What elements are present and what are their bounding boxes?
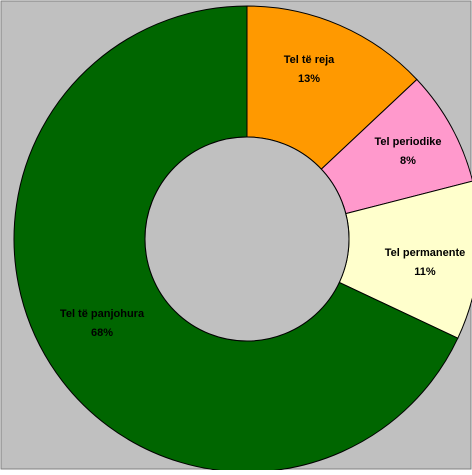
slice-category-label-4: Tel të panjohura [60, 308, 145, 320]
slice-category-label-3: Tel permanente [385, 247, 466, 259]
slice-value-label-2: 8% [400, 155, 416, 167]
slice-value-label-3: 11% [414, 266, 436, 278]
slice-category-label-2: Tel periodike [374, 136, 441, 148]
labels-group: Tel të reja 13% Tel periodike 8% Tel permane… [60, 54, 465, 339]
donut-hole [144, 136, 350, 342]
slice-value-label-1: 13% [298, 73, 320, 85]
slices-group [13, 5, 472, 473]
slice-category-label-1: Tel të reja [284, 54, 335, 66]
slice-value-label-4: 68% [91, 327, 113, 339]
